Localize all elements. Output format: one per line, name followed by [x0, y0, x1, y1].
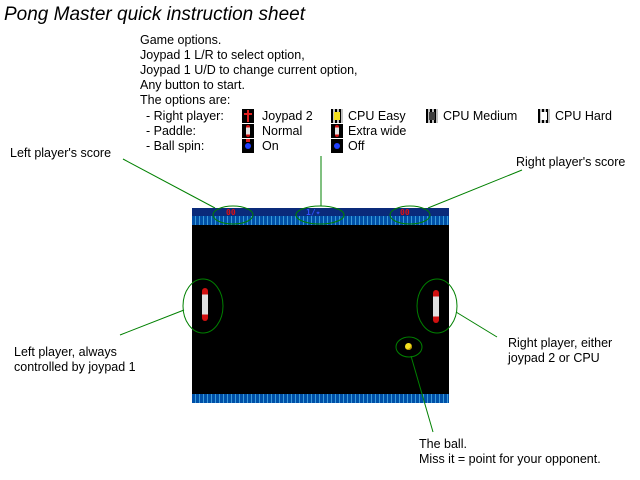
cpu-easy-icon — [331, 109, 343, 123]
callout-left-score: Left player's score — [10, 146, 112, 160]
choice-paddle-normal: Normal — [262, 124, 303, 138]
choice-cpu-medium: CPU Medium — [443, 109, 518, 123]
option-indicator-ellipse — [295, 205, 345, 225]
page-title: Pong Master quick instruction sheet — [4, 4, 305, 25]
ball-ellipse — [395, 336, 423, 358]
left-player-score: 00 — [226, 208, 236, 217]
top-wall — [192, 216, 449, 225]
ball — [405, 343, 412, 350]
instruction-line-3: Joypad 1 U/D to change current option, — [140, 63, 358, 77]
game-screen: 00 1/✦ 00 — [192, 208, 449, 403]
right-score-ellipse — [389, 205, 431, 225]
left-paddle-ellipse — [182, 278, 224, 334]
choice-joypad-2: Joypad 2 — [262, 109, 313, 123]
instruction-line-5: The options are: — [140, 93, 231, 107]
left-score-leader — [122, 158, 216, 209]
option-paddle-label: - Paddle: — [146, 124, 197, 138]
right-paddle — [433, 290, 439, 323]
cpu-hard-icon — [538, 109, 550, 123]
paddle-wide-icon — [331, 124, 343, 138]
right-paddle-ellipse — [416, 278, 458, 334]
callout-left-player-2: controlled by joypad 1 — [14, 360, 136, 374]
choice-cpu-hard: CPU Hard — [555, 109, 612, 123]
paddle-normal-icon — [242, 124, 254, 138]
callout-ball-2: Miss it = point for your opponent. — [419, 452, 601, 466]
scoreboard-strip — [192, 208, 449, 216]
choice-paddle-extra-wide: Extra wide — [348, 124, 407, 138]
choice-spin-on: On — [262, 139, 279, 153]
instruction-line-2: Joypad 1 L/R to select option, — [140, 48, 305, 62]
right-score-leader — [427, 169, 523, 209]
cpu-medium-icon — [426, 109, 438, 123]
choice-cpu-easy: CPU Easy — [348, 109, 406, 123]
left-player-leader — [119, 309, 185, 336]
ball-leader — [410, 355, 434, 433]
instruction-line-1: Game options. — [140, 33, 222, 47]
spin-off-icon — [331, 139, 343, 153]
right-player-score: 00 — [400, 208, 410, 217]
callout-ball-1: The ball. — [419, 437, 467, 451]
callout-right-player-1: Right player, either — [508, 336, 613, 350]
left-paddle — [202, 288, 208, 321]
option-ball-spin-label: - Ball spin: — [146, 139, 205, 153]
spin-on-icon — [242, 139, 254, 153]
left-score-ellipse — [212, 205, 254, 225]
callout-left-player-1: Left player, always — [14, 345, 117, 359]
callout-right-score: Right player's score — [516, 155, 626, 169]
right-player-leader — [455, 311, 498, 338]
instruction-line-4: Any button to start. — [140, 78, 245, 92]
callout-right-player-2: joypad 2 or CPU — [508, 351, 600, 365]
choice-spin-off: Off — [348, 139, 365, 153]
option-indicator-icon: 1/✦ — [306, 208, 321, 217]
option-right-player-label: - Right player: — [146, 109, 224, 123]
joypad-icon — [242, 109, 254, 123]
bottom-wall — [192, 394, 449, 403]
